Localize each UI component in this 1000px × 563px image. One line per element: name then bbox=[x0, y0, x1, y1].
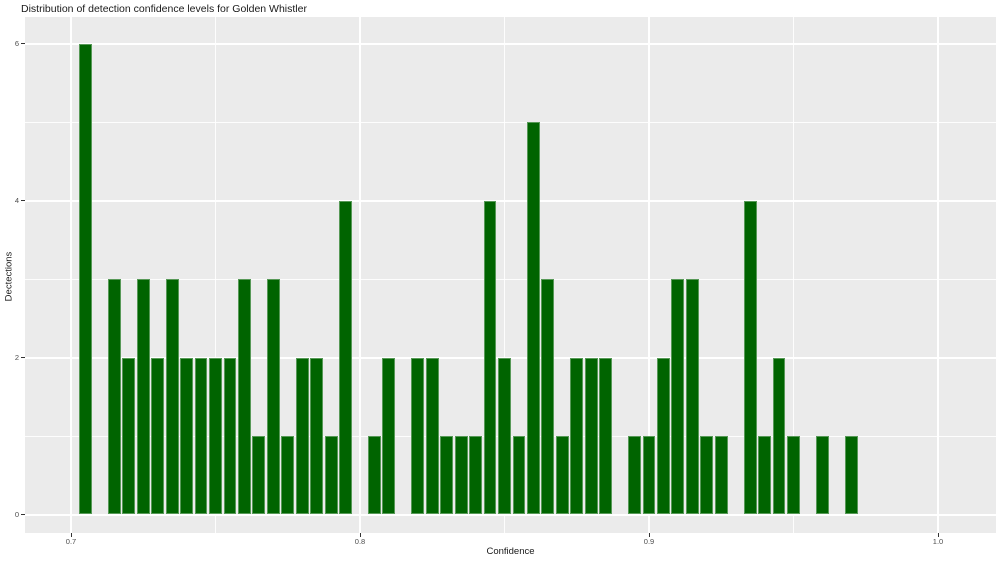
histogram-bar bbox=[440, 436, 454, 514]
y-axis-tick bbox=[21, 514, 25, 515]
histogram-bar bbox=[498, 357, 511, 514]
histogram-bar bbox=[526, 122, 540, 514]
histogram-bar bbox=[657, 357, 670, 514]
histogram-bar bbox=[281, 436, 295, 514]
x-minor-gridline bbox=[504, 17, 505, 533]
histogram-bar bbox=[671, 279, 685, 514]
histogram-bar bbox=[425, 357, 439, 514]
x-tick-label: 0.9 bbox=[643, 537, 655, 546]
histogram-bar bbox=[599, 357, 613, 514]
y-tick-label: 4 bbox=[14, 196, 19, 205]
histogram-bar bbox=[628, 436, 641, 514]
histogram-bar bbox=[295, 357, 309, 514]
histogram-bar bbox=[787, 436, 800, 514]
histogram-bar bbox=[685, 279, 699, 514]
y-major-gridline bbox=[25, 199, 996, 202]
x-major-gridline bbox=[937, 17, 939, 533]
y-minor-gridline bbox=[25, 121, 996, 123]
histogram-bar bbox=[382, 357, 396, 514]
y-tick-label: 6 bbox=[14, 39, 19, 48]
histogram-bar bbox=[584, 357, 598, 514]
histogram-bar bbox=[555, 436, 569, 514]
histogram-bar bbox=[512, 436, 526, 514]
histogram-bar bbox=[758, 436, 772, 514]
plot-panel bbox=[25, 17, 996, 533]
x-minor-gridline bbox=[215, 17, 216, 533]
histogram-bar bbox=[252, 436, 266, 514]
histogram-bar bbox=[122, 357, 136, 514]
y-minor-gridline bbox=[25, 278, 996, 280]
histogram-bar bbox=[79, 43, 92, 514]
x-tick-label: 0.8 bbox=[354, 537, 366, 546]
x-axis-tick bbox=[70, 533, 72, 537]
y-axis-title: Dectections bbox=[3, 251, 15, 302]
y-major-gridline bbox=[25, 42, 996, 45]
histogram-bar bbox=[469, 436, 483, 514]
histogram-bar bbox=[209, 357, 222, 514]
x-tick-label: 0.7 bbox=[65, 537, 77, 546]
histogram-bar bbox=[541, 279, 555, 514]
histogram-bar bbox=[339, 200, 352, 514]
histogram-bar bbox=[151, 357, 165, 514]
histogram-bar bbox=[136, 279, 150, 514]
y-axis-tick bbox=[21, 357, 25, 358]
histogram-bar bbox=[454, 436, 468, 514]
histogram-bar bbox=[483, 200, 497, 514]
y-tick-label: 0 bbox=[14, 510, 19, 519]
y-axis-tick bbox=[21, 200, 25, 201]
x-minor-gridline bbox=[793, 17, 794, 533]
x-major-gridline bbox=[359, 17, 361, 533]
histogram-bar bbox=[368, 436, 381, 514]
histogram-bar bbox=[266, 279, 280, 514]
x-axis-tick bbox=[359, 533, 361, 537]
histogram-bar bbox=[772, 357, 786, 514]
x-axis-tick bbox=[648, 533, 650, 537]
histogram-bar bbox=[194, 357, 208, 514]
histogram-bar bbox=[237, 279, 251, 514]
histogram-bar bbox=[107, 279, 121, 514]
histogram-bar bbox=[570, 357, 584, 514]
histogram-bar bbox=[815, 436, 829, 514]
histogram-bar bbox=[642, 436, 656, 514]
y-axis-tick bbox=[21, 43, 25, 44]
x-major-gridline bbox=[648, 17, 650, 533]
x-tick-label: 1.0 bbox=[932, 537, 944, 546]
histogram-bar bbox=[743, 200, 757, 514]
histogram-bar bbox=[411, 357, 425, 514]
y-tick-label: 2 bbox=[14, 353, 19, 362]
histogram-bar bbox=[700, 436, 714, 514]
x-axis-title: Confidence bbox=[486, 546, 535, 557]
histogram-bar bbox=[324, 436, 338, 514]
histogram-bar bbox=[165, 279, 179, 514]
x-axis-tick bbox=[937, 533, 939, 537]
histogram-bar bbox=[223, 357, 237, 514]
histogram-bar bbox=[310, 357, 324, 514]
histogram-bar bbox=[714, 436, 728, 514]
y-major-gridline bbox=[25, 513, 996, 516]
histogram-bar bbox=[844, 436, 858, 514]
histogram-bar bbox=[180, 357, 194, 514]
x-major-gridline bbox=[70, 17, 72, 533]
chart-title: Distribution of detection confidence lev… bbox=[21, 3, 307, 15]
